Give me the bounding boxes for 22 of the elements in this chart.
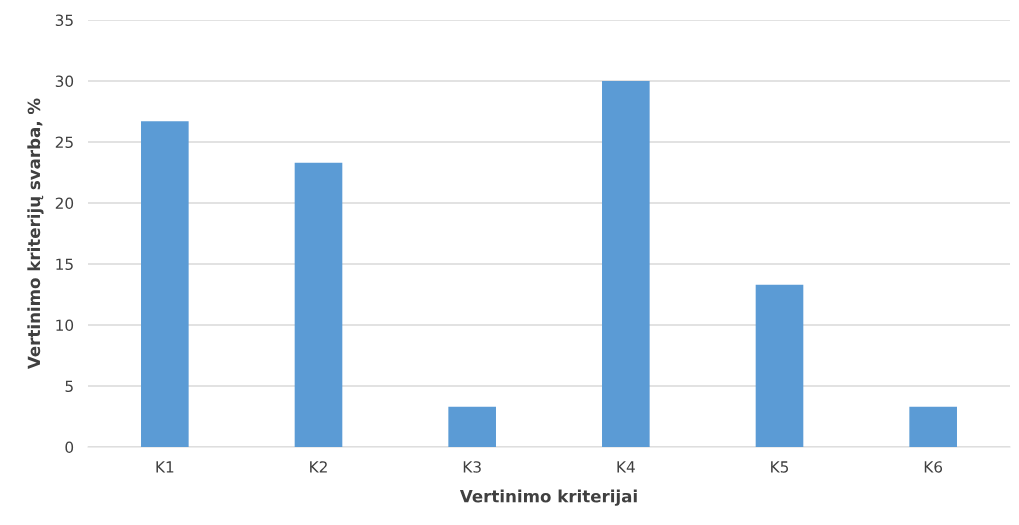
y-axis-title: Vertinimo kriterijų svarba, %: [27, 98, 44, 370]
y-tick-label: 5: [65, 380, 73, 393]
y-tick-label: 0: [65, 441, 74, 454]
x-tick-label: K5: [771, 461, 789, 473]
x-axis-title: Vertinimo kriterijai: [459, 489, 637, 506]
y-tick-label: 10: [56, 319, 74, 332]
bar: [755, 284, 804, 447]
bar: [294, 162, 343, 447]
y-tick-label: 25: [55, 136, 73, 149]
x-tick-label: K3: [463, 461, 481, 473]
x-tick-label: K4: [617, 461, 635, 473]
x-tick-label: K6: [924, 461, 943, 473]
y-tick-label: 20: [55, 197, 74, 210]
y-tick-label: 30: [55, 75, 74, 88]
bar: [909, 406, 957, 447]
x-tick-label: K1: [156, 461, 174, 473]
x-tick-label: K2: [310, 461, 327, 473]
y-tick-label: 15: [56, 258, 73, 271]
y-tick-label: 35: [55, 14, 73, 27]
bar: [602, 81, 650, 447]
bar: [141, 121, 189, 447]
bar: [448, 406, 496, 447]
